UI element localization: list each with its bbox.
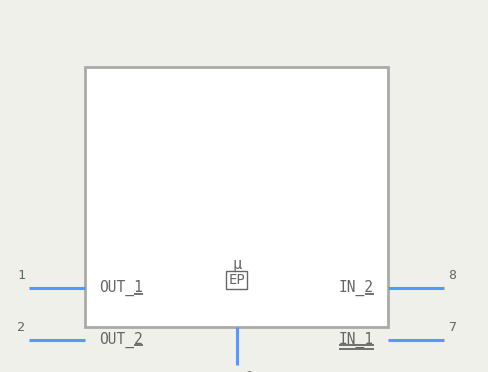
Text: IN_1: IN_1 [339, 331, 374, 348]
Text: 7: 7 [448, 321, 456, 334]
Text: OUT_2: OUT_2 [100, 331, 143, 348]
Text: 8: 8 [448, 269, 456, 282]
Text: OUT_1: OUT_1 [100, 280, 143, 296]
Bar [85, 67, 388, 327]
Text: IN_2: IN_2 [339, 280, 374, 296]
Text: μ: μ [232, 257, 241, 272]
Text: 2: 2 [17, 321, 25, 334]
Text: EP: EP [228, 273, 245, 287]
Text: 9: 9 [243, 369, 254, 372]
Text: 1: 1 [17, 269, 25, 282]
